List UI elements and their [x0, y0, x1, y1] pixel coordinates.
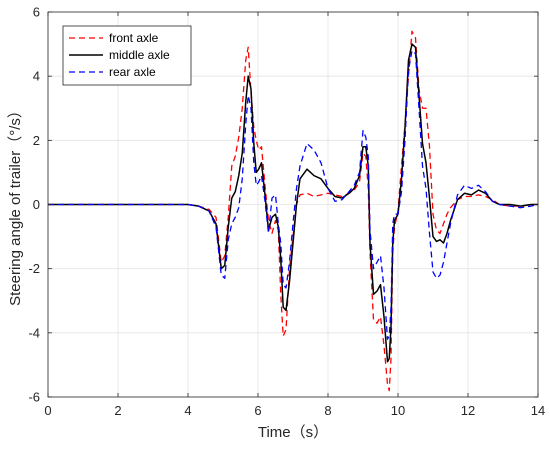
legend: front axle middle axle rear axle [62, 25, 192, 86]
y-tick-label: 6 [33, 5, 40, 20]
legend-label: rear axle [109, 65, 156, 79]
axis-ticks: 0 2 4 6 8 10 12 14 -6 -4 -2 0 2 4 6 [28, 5, 545, 419]
y-tick-label: -6 [28, 390, 40, 405]
y-tick-label: 2 [33, 133, 40, 148]
series-layer [48, 30, 539, 392]
y-tick-label: -2 [28, 261, 40, 276]
x-tick-label: 6 [254, 403, 261, 418]
series-line-3 [48, 49, 539, 340]
x-tick-label: 0 [44, 403, 51, 418]
x-tick-label: 8 [324, 403, 331, 418]
x-tick-label: 10 [391, 403, 405, 418]
series-line-2 [48, 43, 538, 363]
x-tick-label: 12 [461, 403, 475, 418]
y-tick-label: 4 [33, 69, 40, 84]
legend-label: middle axle [109, 48, 170, 62]
legend-label: front axle [109, 31, 159, 45]
y-tick-label: -4 [28, 325, 40, 340]
x-tick-label: 2 [114, 403, 121, 418]
y-tick-label: 0 [33, 197, 40, 212]
x-tick-label: 14 [531, 403, 545, 418]
y-axis-label: Steering angle of trailer（°/s） [7, 103, 24, 306]
series-line-1 [48, 30, 538, 392]
x-tick-label: 4 [184, 403, 191, 418]
x-axis-label: Time（s） [258, 424, 328, 441]
